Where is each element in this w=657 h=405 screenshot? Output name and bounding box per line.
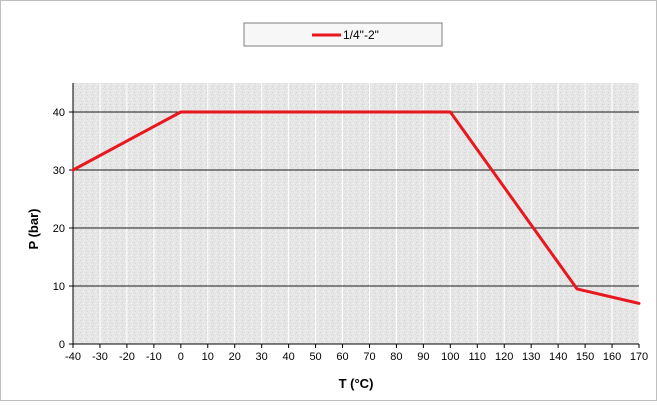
x-tick-label: 140 bbox=[549, 351, 567, 363]
x-tick-label: 170 bbox=[630, 351, 648, 363]
x-tick-label: 30 bbox=[256, 351, 268, 363]
x-tick-label: 160 bbox=[603, 351, 621, 363]
x-tick-label: 80 bbox=[390, 351, 402, 363]
x-tick-label: 20 bbox=[229, 351, 241, 363]
x-tick-label: 150 bbox=[576, 351, 594, 363]
legend-label: 1/4"-2" bbox=[343, 28, 379, 42]
x-tick-label: 90 bbox=[417, 351, 429, 363]
y-tick-label: 10 bbox=[53, 281, 65, 293]
x-tick-label: 60 bbox=[336, 351, 348, 363]
x-tick-labels: -40 -30 -20 -10 0 10 20 30 40 50 60 70 80 90 100 110 120… bbox=[65, 351, 648, 363]
series-line bbox=[71, 110, 641, 305]
x-tick-label: 120 bbox=[495, 351, 513, 363]
x-tick-label: 40 bbox=[282, 351, 294, 363]
grid-lines bbox=[72, 83, 640, 344]
x-tick-label: -20 bbox=[119, 351, 135, 363]
plot-area bbox=[73, 83, 639, 344]
y-tick-labels: 0 10 20 30 40 bbox=[53, 107, 65, 351]
y-axis-title: P (bar) bbox=[26, 209, 41, 250]
x-tick-label: 0 bbox=[178, 351, 184, 363]
x-tick-label: 10 bbox=[202, 351, 214, 363]
x-tick-label: 50 bbox=[309, 351, 321, 363]
x-tick-label: -40 bbox=[65, 351, 81, 363]
x-tick-label: -10 bbox=[146, 351, 162, 363]
y-tick-label: 20 bbox=[53, 223, 65, 235]
legend-box bbox=[243, 22, 443, 47]
x-tick-label: 130 bbox=[522, 351, 540, 363]
axes bbox=[69, 83, 640, 348]
x-tick-label: -30 bbox=[92, 351, 108, 363]
x-tick-label: 100 bbox=[441, 351, 459, 363]
series-layer bbox=[71, 110, 641, 305]
y-tick-label: 30 bbox=[53, 165, 65, 177]
x-axis-title: T (°C) bbox=[339, 376, 374, 391]
y-tick-label: 40 bbox=[53, 107, 65, 119]
x-tick-label: 70 bbox=[363, 351, 375, 363]
legend: 1/4"-2" bbox=[243, 22, 443, 47]
x-tick-label: 110 bbox=[469, 351, 487, 363]
y-tick-label: 0 bbox=[59, 339, 65, 351]
